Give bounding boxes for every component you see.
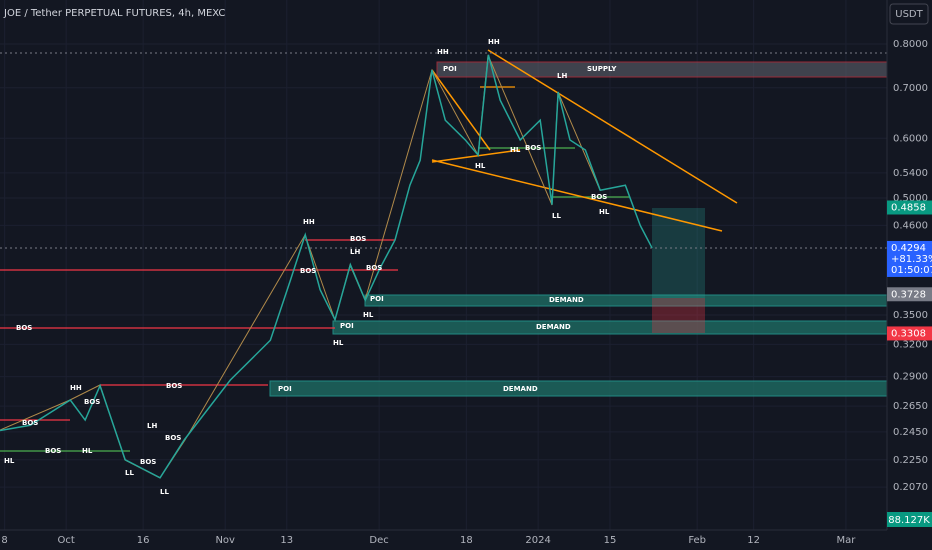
price-series [0, 54, 653, 479]
annotation: POI [370, 295, 384, 303]
y-tick-label: 0.5400 [893, 168, 928, 179]
annotation: BOS [165, 434, 181, 442]
y-tick-label: 0.6000 [893, 133, 928, 144]
annotation: DEMAND [503, 385, 538, 393]
annotation: HL [82, 447, 93, 455]
demand-zone [269, 380, 888, 397]
x-tick-label: Nov [215, 535, 235, 546]
grid [0, 0, 887, 530]
x-tick-label: 2024 [525, 535, 550, 546]
x-tick-label: Mar [837, 535, 857, 546]
annotation: LL [160, 488, 169, 496]
x-tick-label: Oct [58, 535, 75, 546]
annotation: LH [557, 72, 567, 80]
trend-line [431, 159, 723, 232]
x-tick-label: Dec [369, 535, 388, 546]
profit-area [652, 208, 705, 298]
annotation: BOS [84, 398, 100, 406]
chart-title: JOE / Tether PERPETUAL FUTURES, 4h, MEXC [3, 8, 225, 19]
annotation: BOS [591, 193, 607, 201]
supply-zone [436, 61, 888, 78]
annotation: POI [443, 65, 457, 73]
annotation: HH [303, 218, 315, 226]
price-label-box [887, 326, 932, 341]
y-tick-label: 0.7000 [893, 83, 928, 94]
volume-label-box [887, 512, 932, 527]
annotation: HL [333, 339, 344, 347]
trend-lines [431, 49, 738, 232]
annotation: HH [488, 38, 500, 46]
annotation: POI [340, 322, 354, 330]
y-tick-label: 0.5000 [893, 193, 928, 204]
demand-zone [364, 294, 888, 307]
demand-zone [332, 320, 888, 335]
annotation: SUPPLY [587, 65, 617, 73]
price-label: 0.3308 [891, 328, 926, 339]
annotation: HL [599, 208, 610, 216]
annotation: LL [552, 212, 561, 220]
y-tick-label: 0.8000 [893, 39, 928, 50]
annotation: BOS [140, 458, 156, 466]
x-tick-label: 12 [747, 535, 760, 546]
annotation: HL [363, 311, 374, 319]
y-tick-label: 0.2450 [893, 427, 928, 438]
price-change: +81.33% [891, 254, 932, 265]
price-label: 0.4294 [891, 243, 926, 254]
trend-line [487, 49, 738, 204]
currency[interactable]: USDT [895, 9, 923, 20]
annotation: DEMAND [536, 323, 571, 331]
annotation: LL [125, 469, 134, 477]
trend-line [431, 149, 521, 163]
price-label: 0.3728 [891, 289, 926, 300]
countdown: 01:50:07 [891, 265, 932, 276]
annotation: HL [4, 457, 15, 465]
annotation: BOS [45, 447, 61, 455]
annotation: BOS [16, 324, 32, 332]
annotations: BOSBOSHHBOSHLBOSLHBOSBOSLLLLHLBOSBOSHHBO… [4, 38, 617, 496]
structure-lines [0, 86, 630, 452]
x-tick-label: Feb [688, 535, 706, 546]
x-tick-label: 8 [1, 535, 7, 546]
annotation: BOS [350, 235, 366, 243]
y-tick-label: 0.2070 [893, 482, 928, 493]
annotation: HL [475, 162, 486, 170]
y-tick-label: 0.2900 [893, 372, 928, 383]
y-tick-label: 0.4600 [893, 220, 928, 231]
y-tick-label: 0.2250 [893, 455, 928, 466]
annotation: POI [278, 385, 292, 393]
x-tick-label: 13 [280, 535, 293, 546]
price-label: 0.4858 [891, 203, 926, 214]
price-label-box [887, 287, 932, 302]
annotation: BOS [366, 264, 382, 272]
y-tick-label: 0.3200 [893, 339, 928, 350]
price-label-box [887, 200, 932, 215]
annotation: BOS [166, 382, 182, 390]
annotation: HH [70, 384, 82, 392]
price-label-box [887, 240, 932, 277]
loss-area [652, 298, 705, 333]
y-tick-label: 0.3500 [893, 310, 928, 321]
price-line [0, 54, 653, 479]
annotation: HL [510, 146, 521, 154]
annotation: BOS [300, 267, 316, 275]
volume-label: 88.127K [888, 515, 930, 526]
annotation: BOS [22, 419, 38, 427]
annotation: HH [437, 48, 449, 56]
y-tick-label: 0.2650 [893, 401, 928, 412]
x-tick-label: 15 [604, 535, 617, 546]
annotation: LH [147, 422, 157, 430]
annotation: DEMAND [549, 296, 584, 304]
x-tick-label: 18 [460, 535, 473, 546]
annotation: LH [350, 248, 360, 256]
annotation: BOS [525, 144, 541, 152]
currency-button[interactable] [889, 3, 929, 25]
x-tick-label: 16 [137, 535, 150, 546]
